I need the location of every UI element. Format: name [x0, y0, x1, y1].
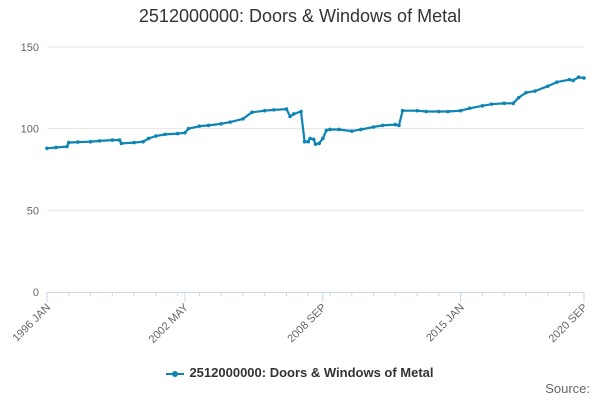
data-point	[324, 128, 329, 133]
data-point	[337, 127, 341, 132]
data-point	[571, 78, 575, 83]
data-point	[206, 123, 211, 128]
data-point	[241, 117, 245, 121]
data-point	[397, 123, 401, 128]
data-point	[467, 106, 472, 111]
data-point	[311, 137, 316, 142]
data-point	[117, 138, 122, 142]
data-point	[76, 140, 80, 144]
series-line	[46, 76, 585, 150]
data-point	[554, 80, 559, 84]
data-point	[524, 90, 528, 95]
data-point	[288, 114, 292, 119]
x-tick-label: 1996 JAN	[10, 302, 53, 345]
data-point	[228, 120, 233, 124]
data-point	[271, 108, 276, 112]
data-point	[446, 109, 450, 114]
data-point	[110, 138, 115, 142]
data-point	[175, 131, 180, 136]
data-point	[154, 134, 158, 138]
chart-title: 2512000000: Doors & Windows of Metal	[138, 6, 462, 26]
data-point	[437, 109, 441, 114]
x-tick-label: 2008 SEP	[285, 302, 329, 346]
data-point	[88, 139, 93, 144]
data-point	[480, 104, 485, 108]
data-point	[262, 108, 267, 113]
data-point	[359, 127, 363, 132]
data-point	[320, 136, 325, 141]
source-label: Source:	[545, 381, 590, 396]
data-point	[516, 95, 521, 100]
data-point	[489, 102, 494, 106]
data-point	[291, 112, 296, 116]
data-point	[567, 77, 572, 82]
data-point	[65, 144, 69, 149]
data-point	[511, 101, 516, 106]
legend-swatch-icon	[166, 370, 185, 377]
data-point	[400, 108, 405, 113]
data-point	[54, 145, 58, 150]
data-point	[533, 89, 537, 93]
data-point	[250, 110, 254, 115]
x-tick-label: 2002 MAY	[147, 301, 192, 346]
data-point	[146, 136, 151, 141]
data-point	[186, 126, 191, 131]
data-point	[317, 141, 321, 146]
data-point	[393, 122, 398, 127]
data-point	[371, 125, 376, 129]
legend-label: 2512000000: Doors & Windows of Metal	[189, 365, 434, 380]
data-point	[349, 129, 354, 133]
x-tick-label: 2015 JAN	[424, 302, 467, 345]
legend[interactable]: 2512000000: Doors & Windows of Metal	[0, 365, 600, 380]
data-point	[424, 109, 428, 114]
y-tick-label: 0	[33, 287, 39, 299]
y-tick-label: 50	[27, 205, 39, 217]
y-tick-label: 150	[21, 42, 39, 54]
data-point	[299, 109, 303, 114]
data-point	[308, 136, 312, 141]
data-point	[66, 140, 71, 145]
data-point	[45, 146, 49, 151]
data-point	[380, 123, 385, 128]
data-point	[119, 141, 124, 146]
data-point	[576, 75, 581, 80]
data-point	[97, 139, 102, 143]
x-tick-label: 2020 SEP	[547, 302, 591, 346]
data-point	[302, 139, 307, 144]
data-point	[415, 108, 419, 113]
data-point	[502, 101, 506, 106]
data-point	[163, 132, 167, 137]
data-point	[582, 76, 586, 80]
data-point	[132, 140, 136, 145]
data-point	[219, 121, 223, 126]
data-point	[141, 139, 145, 144]
data-point	[313, 142, 318, 146]
data-point	[545, 84, 550, 88]
data-point	[458, 108, 463, 113]
data-point	[328, 127, 332, 132]
y-tick-label: 100	[21, 124, 39, 136]
data-point	[183, 130, 187, 135]
data-point	[284, 107, 289, 111]
data-point	[197, 124, 202, 129]
data-point	[306, 139, 311, 144]
